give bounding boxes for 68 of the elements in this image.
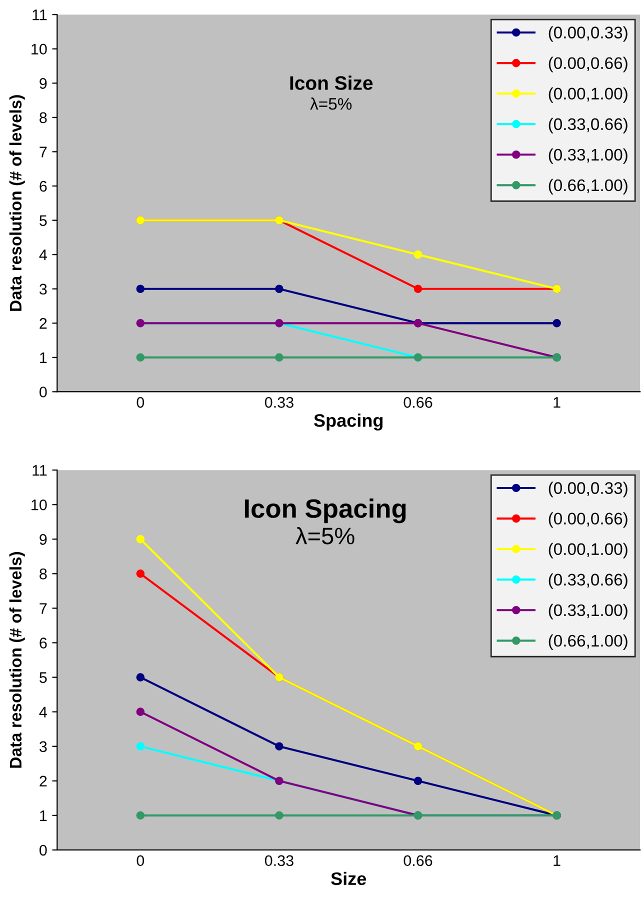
y-tick-label: 8 bbox=[40, 112, 47, 124]
y-tick-label: 3 bbox=[40, 741, 47, 752]
y-axis-title: Data resolution (# of levels) bbox=[9, 552, 25, 768]
y-tick-label: 9 bbox=[40, 78, 47, 89]
y-tick-label: 6 bbox=[40, 638, 47, 648]
y-axis-title: Data resolution (# of levels) bbox=[9, 95, 25, 311]
y-tick-label: 4 bbox=[39, 250, 47, 260]
text: Icon Size bbox=[290, 76, 373, 90]
x-tick-label: 0 bbox=[136, 396, 144, 408]
point bbox=[414, 776, 422, 786]
point bbox=[136, 353, 145, 362]
legend-label: (0.33,0.66) bbox=[548, 118, 628, 134]
x-tick-label: 0 bbox=[136, 855, 144, 866]
y-tick-label: 2 bbox=[40, 318, 47, 329]
point bbox=[136, 673, 145, 682]
point bbox=[414, 284, 422, 294]
point bbox=[136, 811, 145, 820]
x-tick-label: 1 bbox=[554, 855, 560, 866]
y-tick-label: 7 bbox=[40, 603, 47, 614]
y-tick-label: 0 bbox=[40, 844, 47, 856]
point bbox=[136, 742, 145, 751]
y-tick-label: 5 bbox=[40, 215, 47, 226]
point bbox=[414, 250, 422, 259]
point bbox=[275, 284, 284, 294]
point bbox=[275, 353, 284, 362]
y-tick-label: 9 bbox=[40, 534, 47, 545]
legend-label: (0.33,1.00) bbox=[548, 604, 628, 620]
legend-label: (0.33,0.66) bbox=[548, 573, 628, 589]
point bbox=[552, 318, 561, 328]
x-axis-title: Spacing bbox=[314, 414, 383, 431]
y-tick-label: 8 bbox=[40, 568, 47, 580]
legend-label: (0.00,0.66) bbox=[548, 512, 628, 528]
x-axis-title: Size bbox=[331, 872, 366, 886]
text: λ=5% bbox=[310, 98, 352, 110]
y-tick-label: 1 bbox=[40, 352, 47, 363]
y-tick-label: 5 bbox=[40, 672, 47, 683]
y-tick-label: 4 bbox=[39, 706, 47, 718]
y-tick-label: 1 bbox=[40, 810, 47, 821]
x-tick-label: 1 bbox=[554, 397, 560, 408]
y-tick-label: 11 bbox=[32, 465, 47, 476]
legend-label: (0.00,1.00) bbox=[548, 542, 628, 558]
y-tick-label: 0 bbox=[40, 386, 47, 398]
point bbox=[136, 708, 145, 716]
y-tick-label: 10 bbox=[32, 499, 47, 510]
text: λ=5% bbox=[296, 527, 354, 544]
x-tick-label: 0.33 bbox=[264, 396, 294, 408]
y-tick-label: 11 bbox=[32, 10, 47, 20]
y-tick-label: 6 bbox=[40, 180, 47, 192]
x-tick-label: 0.33 bbox=[264, 855, 294, 866]
legend-label: (0.00,0.66) bbox=[548, 56, 628, 72]
point bbox=[275, 742, 284, 751]
legend-label: (0.66,1.00) bbox=[548, 178, 628, 194]
y-tick-label: 3 bbox=[40, 284, 47, 295]
point bbox=[136, 534, 145, 544]
y-tick-label: 7 bbox=[40, 146, 47, 158]
point bbox=[275, 811, 284, 820]
point bbox=[136, 570, 145, 578]
x-tick-label: 0.66 bbox=[404, 396, 432, 408]
y-tick-label: 10 bbox=[32, 44, 47, 55]
legend-label: (0.00,1.00) bbox=[548, 87, 628, 103]
y-tick-label: 2 bbox=[40, 776, 47, 786]
x-tick-label: 0.66 bbox=[404, 855, 432, 866]
legend-label: (0.66,1.00) bbox=[548, 634, 628, 650]
legend-label: (0.00,0.33) bbox=[548, 482, 628, 498]
text: Icon Spacing bbox=[244, 498, 406, 524]
legend-label: (0.00,0.33) bbox=[548, 26, 628, 42]
legend-label: (0.33,1.00) bbox=[548, 148, 628, 164]
point bbox=[136, 284, 145, 294]
